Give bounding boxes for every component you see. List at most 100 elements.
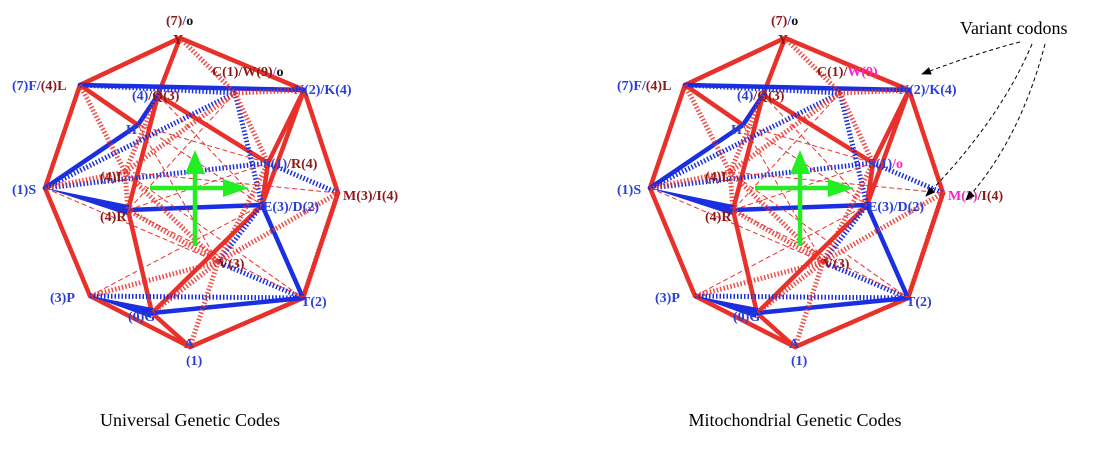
label-part: (7)F/ <box>12 79 42 94</box>
node-label-n: N(2)/K(4) <box>899 83 957 98</box>
label-part: H <box>126 123 137 138</box>
label-part: /o <box>891 157 903 172</box>
label-part: /Q(3) <box>147 89 179 104</box>
edge-E-T <box>864 202 911 301</box>
edge-H-V <box>742 124 824 263</box>
node-label-y: Y <box>778 33 788 48</box>
edge-Y-L1 <box>682 35 788 88</box>
edge-Q-R <box>125 92 161 213</box>
edge-R-V <box>126 207 220 265</box>
edge-Y-C <box>783 36 842 95</box>
edge-C-R <box>127 92 236 211</box>
label-part: o <box>277 65 284 80</box>
edge-Y-N <box>782 35 912 93</box>
edge-H-S1 <box>742 124 874 164</box>
edge-C-S1 <box>837 91 876 165</box>
node-label-m: M(3)/I(4) <box>948 189 1004 204</box>
edge-L2-R <box>727 171 736 211</box>
edge-L2-T <box>124 171 304 299</box>
edge-N-E <box>259 87 307 208</box>
label-part: S(1) <box>868 157 892 172</box>
panel-caption: Universal Genetic Codes <box>100 410 280 430</box>
panel-caption: Mitochondrial Genetic Codes <box>689 410 902 430</box>
edge-Y-L1 <box>77 35 183 88</box>
edge-C-S1 <box>232 91 271 165</box>
edge-M-T <box>905 192 946 299</box>
edge-L2-T <box>729 171 909 299</box>
node-label-c: C(1)/W(9)/o <box>212 65 284 80</box>
green-axis-arrows-icon <box>755 150 854 246</box>
edge-Y-C <box>178 36 237 95</box>
node-label-q: (4)/Q(3) <box>737 89 785 104</box>
label-part: (4)L <box>646 79 672 94</box>
green-axis-arrows-icon <box>150 150 249 246</box>
label-part: / <box>786 14 792 29</box>
label-part: (4) <box>132 89 149 104</box>
node-label-g: (0)G <box>733 310 760 325</box>
label-part: (1) <box>186 354 203 369</box>
edge-S-L1 <box>42 82 83 191</box>
node-label-top: (7)/o <box>771 14 798 29</box>
edge-A-P <box>87 293 193 350</box>
edge-G-T <box>754 295 911 316</box>
label-part: N(2)/K(4) <box>294 83 352 98</box>
edge-V-P <box>694 259 824 299</box>
edge-P-T <box>89 293 304 301</box>
edge-S1-V <box>820 161 876 264</box>
node-label-a: A <box>789 337 800 352</box>
node-label-y: Y <box>173 33 183 48</box>
edge-L2-R <box>122 171 131 211</box>
edge-R-T <box>732 209 909 299</box>
edge-T-A <box>187 295 306 350</box>
edge-A-V <box>187 261 221 348</box>
edge-C-R <box>732 92 841 211</box>
edge-P-E <box>694 204 868 297</box>
edge-S-R <box>45 188 130 215</box>
edge-V-T <box>217 259 304 301</box>
edge-L1-C <box>79 82 236 96</box>
node-label-s1: S(1)/o <box>868 157 903 172</box>
edge-L1-C <box>684 82 841 96</box>
label-part: N(2)/K(4) <box>899 83 957 98</box>
edge-H-V <box>137 124 219 263</box>
label-part: (7) <box>166 14 183 29</box>
edge-L1-L2 <box>682 83 733 174</box>
node-label-p: (3)P <box>50 291 75 306</box>
node-label-l2: (4)L <box>100 170 126 185</box>
edge-P-S <box>42 185 93 299</box>
edge-S-V <box>44 187 219 263</box>
node-label-s: (1)S <box>617 183 641 198</box>
edge-S-S1 <box>649 160 874 191</box>
label-part: M(3) <box>948 189 978 204</box>
label-part: / <box>181 14 187 29</box>
label-part: (0)G <box>733 310 760 325</box>
edge-P-T <box>694 293 909 301</box>
label-part: (4)R <box>705 210 732 225</box>
node-label-m: M(3)/I(4) <box>343 189 399 204</box>
edge-N-M <box>301 87 341 196</box>
edge-L2-V <box>728 170 825 264</box>
edge-C-L2 <box>123 90 237 175</box>
node-label-e: E(3)/D(2) <box>868 200 924 215</box>
edge-P-E <box>89 204 263 297</box>
label-part: (4)R <box>100 210 127 225</box>
label-part: /R(4) <box>286 157 318 172</box>
node-label-n: N(2)/K(4) <box>294 83 352 98</box>
edge-E-G <box>754 202 870 316</box>
label-part: (4) <box>737 89 754 104</box>
node-label-q: (4)/Q(3) <box>132 89 180 104</box>
edge-Q-R <box>730 92 766 213</box>
edge-S1-V <box>215 161 271 264</box>
edge-R-T <box>127 209 304 299</box>
label-part: (1) <box>791 354 808 369</box>
edge-V-T <box>822 259 909 301</box>
node-label-c: C(1)/W(9) <box>817 65 878 80</box>
edge-Q-E <box>762 94 868 206</box>
label-part: o <box>791 14 798 29</box>
label-part: (0)G <box>128 310 155 325</box>
edge-G-T <box>149 295 306 316</box>
label-part: E(3)/D(2) <box>868 200 924 215</box>
label-part: H <box>731 123 742 138</box>
edge-L1-L2 <box>77 83 128 174</box>
node-label-g: (0)G <box>128 310 155 325</box>
